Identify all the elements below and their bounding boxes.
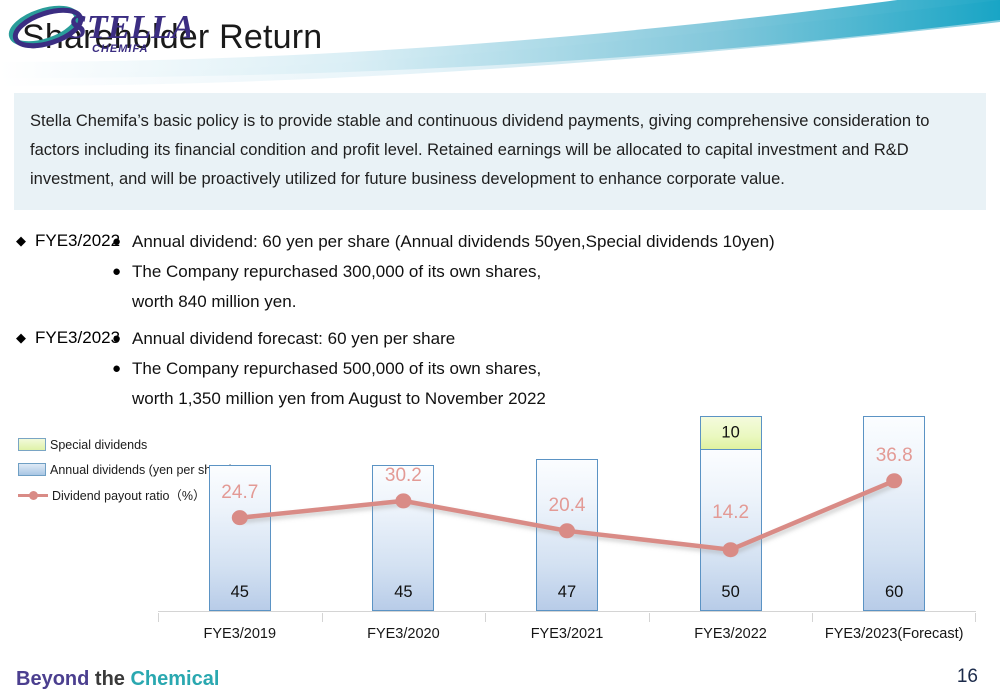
bullet-group-fye2022: ◆ FYE3/2022 ● Annual dividend: 60 yen pe…: [16, 228, 986, 315]
bullet-dot-icon: ●: [112, 233, 122, 250]
chart-x-axis: [158, 611, 976, 612]
bar-stack: 47: [535, 458, 598, 611]
bar-value-label: 10: [721, 423, 740, 442]
bullet-group-heading: ◆ FYE3/2022: [16, 228, 120, 253]
stella-chemifa-logo: STELLA CHEMIFA: [8, 5, 190, 55]
logo-subtext: CHEMIFA: [92, 43, 149, 55]
category-tick-2: FYE3/2020: [321, 613, 486, 655]
bullet-group-fye2023: ◆ FYE3/2023 ● Annual dividend forecast: …: [16, 325, 986, 412]
category-label: FYE3/2021: [530, 626, 604, 642]
category-tick-1: FYE3/2019: [158, 613, 322, 655]
header-swoosh-decoration: [0, 0, 1000, 86]
category-tick-4: FYE3/2022: [648, 613, 813, 655]
category-label: FYE3/2022: [694, 626, 767, 642]
tagline-part-beyond: Beyond: [16, 668, 90, 690]
axis-tick: [158, 613, 159, 622]
bar-segment-annual-dividends: 50: [699, 448, 762, 611]
axis-tick: [974, 613, 976, 622]
bar-slot: 45: [322, 430, 486, 611]
bar-slot: 45: [158, 430, 322, 611]
slide-header: Shareholder Return STELLA CHEMIFA: [0, 0, 1000, 88]
bullet-list: ● Annual dividend: 60 yen per share (Ann…: [112, 228, 986, 315]
chart-bars: 45 45 47 10 50 60: [158, 416, 976, 611]
chart-legend: Special dividends Annual dividends (yen …: [18, 432, 243, 507]
legend-special-dividends: Special dividends: [18, 432, 243, 457]
line-value-label: 36.8: [875, 444, 913, 466]
chart-category-labels: FYE3/2019 FYE3/2020 FYE3/2021 FYE3/2022 FYE3…: [158, 613, 976, 655]
bullet-text-continuation: worth 1,350 million yen from August to N…: [132, 389, 546, 408]
bar-segment-annual-dividends: 47: [535, 458, 598, 611]
bullet-dot-icon: ●: [112, 360, 122, 377]
category-label: FYE3/2020: [367, 626, 440, 642]
dividend-chart: Special dividends Annual dividends (yen …: [0, 416, 1000, 655]
bullet-list: ● Annual dividend forecast: 60 yen per s…: [112, 325, 986, 412]
diamond-icon: ◆: [16, 233, 26, 248]
category-tick-3: FYE3/2021: [485, 613, 649, 655]
bar-segment-annual-dividends: 45: [372, 465, 435, 611]
bar-value-label: 50: [721, 583, 740, 601]
list-item: ● The Company repurchased 500,000 of its…: [112, 355, 986, 382]
bullet-group-label: FYE3/2022: [35, 231, 121, 250]
tagline-part-the: the: [94, 668, 125, 690]
bar-value-label: 45: [230, 583, 249, 601]
list-item: ● The Company repurchased 300,000 of its…: [112, 258, 986, 285]
logo-wordmark: STELLA: [68, 9, 190, 46]
axis-tick: [648, 613, 650, 622]
category-label: FYE3/2023(Forecast): [824, 626, 964, 642]
bar-segment-special-dividends: 10: [699, 416, 762, 449]
legend-annual-dividends: Annual dividends (yen per share): [18, 457, 243, 482]
bar-value-label: 47: [557, 583, 577, 601]
bullet-group-heading: ◆ FYE3/2023: [16, 325, 120, 350]
bullet-sections: ◆ FYE3/2022 ● Annual dividend: 60 yen pe…: [16, 228, 986, 422]
page-number: 16: [956, 666, 978, 687]
line-value-label: 24.7: [221, 481, 259, 503]
line-value-label: 20.4: [548, 494, 586, 516]
company-tagline: Beyond the Chemical: [16, 668, 219, 691]
axis-tick: [485, 613, 487, 622]
legend-swatch-line-marker-icon: [18, 488, 48, 501]
bar-value-label: 45: [394, 583, 413, 601]
legend-label: Special dividends: [50, 437, 148, 452]
bullet-text: The Company repurchased 500,000 of its o…: [132, 359, 542, 378]
bar-value-label: 60: [884, 583, 904, 601]
legend-swatch-green-icon: [18, 438, 46, 451]
bar-stack: 45: [372, 465, 435, 611]
line-value-label: 30.2: [384, 464, 422, 486]
line-value-label: 14.2: [712, 501, 750, 523]
bullet-text: Annual dividend forecast: 60 yen per sha…: [132, 329, 456, 348]
bullet-group-label: FYE3/2023: [35, 328, 121, 347]
list-item: ● Annual dividend: 60 yen per share (Ann…: [112, 228, 986, 255]
legend-label: Dividend payout ratio（%）: [52, 489, 206, 503]
list-item: ● Annual dividend forecast: 60 yen per s…: [112, 325, 986, 352]
tagline-part-chemical: Chemical: [130, 668, 220, 690]
policy-statement-box: Stella Chemifa’s basic policy is to prov…: [14, 93, 986, 210]
diamond-icon: ◆: [16, 330, 26, 345]
bullet-text: Annual dividend: 60 yen per share (Annua…: [132, 232, 775, 251]
legend-payout-ratio: Dividend payout ratio（%）: [18, 482, 243, 507]
policy-statement-text: Stella Chemifa’s basic policy is to prov…: [30, 112, 930, 188]
bullet-text: The Company repurchased 300,000 of its o…: [132, 262, 542, 281]
category-label: FYE3/2019: [203, 626, 277, 642]
legend-label: Annual dividends (yen per share): [50, 462, 234, 477]
axis-tick: [321, 613, 323, 622]
bullet-dot-icon: ●: [112, 263, 122, 280]
category-tick-5: FYE3/2023(Forecast): [812, 613, 976, 655]
legend-swatch-blue-icon: [18, 463, 46, 476]
bullet-text-continuation: worth 840 million yen.: [132, 292, 297, 311]
chart-plot-area: 45 45 47 10 50 60 24.7 30.2 20.4 14.2 36.8 FYE3/2…: [158, 416, 976, 655]
bullet-dot-icon: ●: [112, 330, 122, 347]
axis-tick: [812, 613, 814, 622]
bar-slot: 47: [485, 430, 649, 611]
